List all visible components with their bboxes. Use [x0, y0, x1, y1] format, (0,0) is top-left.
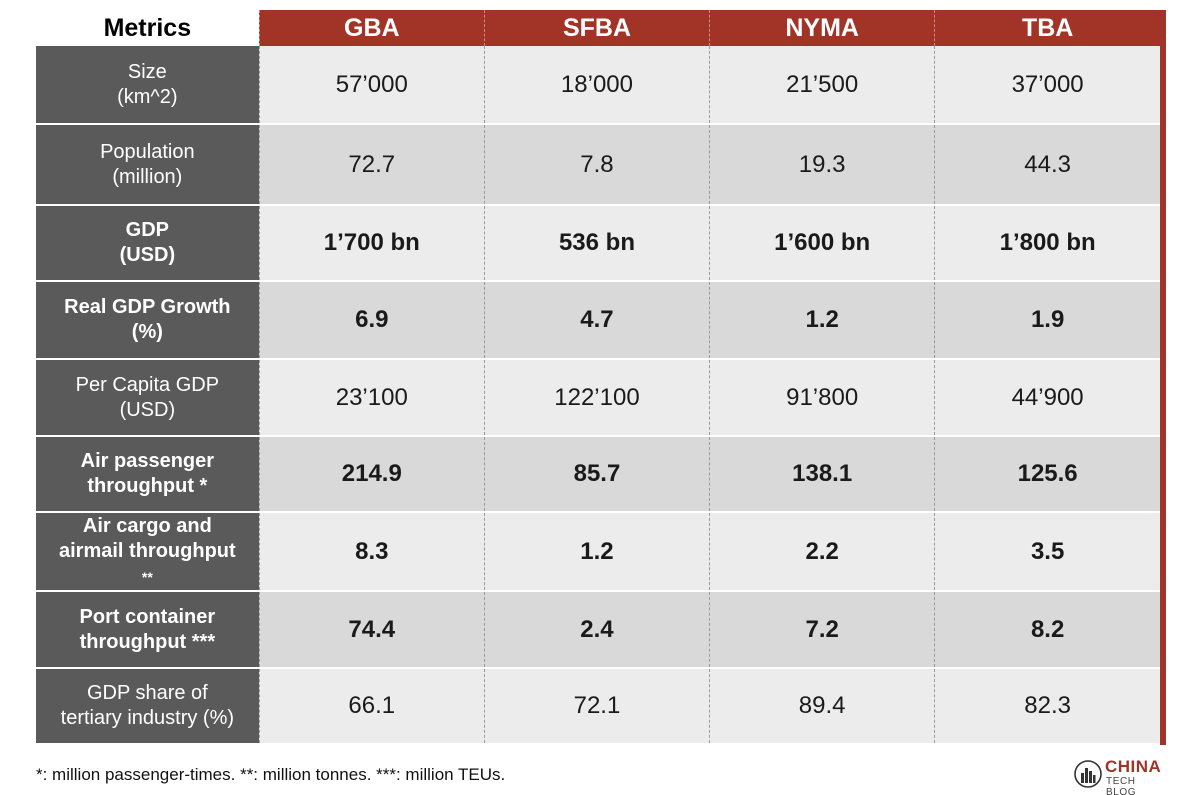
- label-line: Real GDP Growth: [64, 296, 231, 318]
- cell-nyma: 89.4: [709, 668, 935, 745]
- row-label: GDP (USD): [36, 205, 260, 282]
- cell-gba: 72.7: [258, 124, 485, 206]
- cell-gba: 1’700 bn: [258, 205, 485, 282]
- cell-gba: 66.1: [258, 668, 485, 745]
- label-line: throughput *: [87, 475, 208, 497]
- row-label: Per Capita GDP (USD): [36, 359, 260, 437]
- row-label: Size (km^2): [36, 46, 260, 125]
- cell-sfba: 4.7: [483, 281, 710, 360]
- header-row: Metrics GBA SFBA NYMA TBA: [36, 10, 1160, 46]
- label-line: GDP: [125, 219, 170, 241]
- label-line: (USD): [119, 398, 176, 421]
- cell-gba: 57’000: [258, 46, 485, 125]
- cell-tba: 3.5: [934, 512, 1160, 592]
- table-row-gdp: GDP (USD) 1’700 bn 536 bn 1’600 bn 1’800 …: [36, 205, 1160, 282]
- cell-nyma: 138.1: [709, 436, 935, 513]
- row-label: Port container throughput ***: [36, 591, 260, 669]
- label-line: **: [141, 569, 153, 585]
- label-line: (km^2): [117, 85, 178, 108]
- cell-nyma: 1.2: [709, 281, 935, 360]
- cell-tba: 125.6: [934, 436, 1160, 513]
- cell-tba: 44.3: [934, 124, 1160, 206]
- city-skyline-icon: [1074, 760, 1102, 788]
- cell-gba: 8.3: [258, 512, 485, 592]
- cell-tba: 1’800 bn: [934, 205, 1160, 282]
- cell-sfba: 85.7: [483, 436, 710, 513]
- table-row-air-cargo: Air cargo and airmail throughput ** 8.3 1.…: [36, 512, 1160, 592]
- label-line: Air passenger: [80, 450, 215, 472]
- row-label: GDP share of tertiary industry (%): [36, 668, 260, 745]
- label-line: (USD): [119, 244, 176, 266]
- label-line: Population: [100, 140, 195, 163]
- cell-nyma: 91’800: [709, 359, 935, 437]
- header-gba: GBA: [258, 10, 485, 46]
- row-label: Air cargo and airmail throughput **: [36, 512, 260, 592]
- table-row-per-capita-gdp: Per Capita GDP (USD) 23’100 122’100 91’80…: [36, 359, 1160, 437]
- table-row-size: Size (km^2) 57’000 18’000 21’500 37’000: [36, 46, 1160, 125]
- table-row-port-container: Port container throughput *** 74.4 2.4 7.…: [36, 591, 1160, 669]
- cell-sfba: 18’000: [483, 46, 710, 125]
- label-line: airmail throughput: [59, 540, 236, 562]
- cell-tba: 44’900: [934, 359, 1160, 437]
- cell-gba: 214.9: [258, 436, 485, 513]
- label-line: tertiary industry (%): [60, 707, 235, 729]
- cell-sfba: 122’100: [483, 359, 710, 437]
- header-metrics: Metrics: [36, 10, 260, 46]
- table-row-real-gdp-growth: Real GDP Growth (%) 6.9 4.7 1.2 1.9: [36, 281, 1160, 360]
- cell-tba: 37’000: [934, 46, 1160, 125]
- header-sfba: SFBA: [483, 10, 710, 46]
- table-row-air-passenger: Air passenger throughput * 214.9 85.7 138…: [36, 436, 1160, 513]
- china-tech-blog-logo: CHINA TECH BLOG: [1073, 757, 1168, 795]
- row-label: Population (million): [36, 124, 260, 206]
- logo-line-1: CHINA: [1105, 757, 1162, 776]
- label-line: (million): [112, 165, 183, 188]
- cell-tba: 82.3: [934, 668, 1160, 745]
- table-row-tertiary-share: GDP share of tertiary industry (%) 66.1 7…: [36, 668, 1160, 745]
- cell-nyma: 19.3: [709, 124, 935, 206]
- row-label: Air passenger throughput *: [36, 436, 260, 513]
- cell-nyma: 21’500: [709, 46, 935, 125]
- logo-line-2: TECH BLOG: [1106, 776, 1137, 795]
- metrics-table: Metrics GBA SFBA NYMA TBA Size (km^2) 57’…: [36, 10, 1160, 745]
- label-line: GDP share of: [86, 682, 208, 704]
- cell-tba: 8.2: [934, 591, 1160, 669]
- cell-sfba: 7.8: [483, 124, 710, 206]
- label-line: Per Capita GDP: [75, 373, 220, 396]
- footnote: *: million passenger-times. **: million …: [36, 765, 506, 784]
- table-row-population: Population (million) 72.7 7.8 19.3 44.3: [36, 124, 1160, 206]
- cell-sfba: 1.2: [483, 512, 710, 592]
- label-line: Size: [127, 60, 167, 83]
- cell-nyma: 2.2: [709, 512, 935, 592]
- cell-sfba: 72.1: [483, 668, 710, 745]
- label-line: (%): [131, 321, 163, 343]
- metrics-table-container: Metrics GBA SFBA NYMA TBA Size (km^2) 57’…: [36, 10, 1166, 745]
- label-line: Air cargo and: [82, 515, 212, 537]
- cell-gba: 23’100: [258, 359, 485, 437]
- header-nyma: NYMA: [709, 10, 935, 46]
- label-line: throughput ***: [79, 630, 216, 653]
- cell-sfba: 536 bn: [483, 205, 710, 282]
- cell-gba: 74.4: [258, 591, 485, 669]
- header-tba: TBA: [934, 10, 1160, 46]
- cell-nyma: 1’600 bn: [709, 205, 935, 282]
- cell-nyma: 7.2: [709, 591, 935, 669]
- row-label: Real GDP Growth (%): [36, 281, 260, 360]
- label-line: Port container: [79, 605, 216, 628]
- cell-sfba: 2.4: [483, 591, 710, 669]
- cell-tba: 1.9: [934, 281, 1160, 360]
- cell-gba: 6.9: [258, 281, 485, 360]
